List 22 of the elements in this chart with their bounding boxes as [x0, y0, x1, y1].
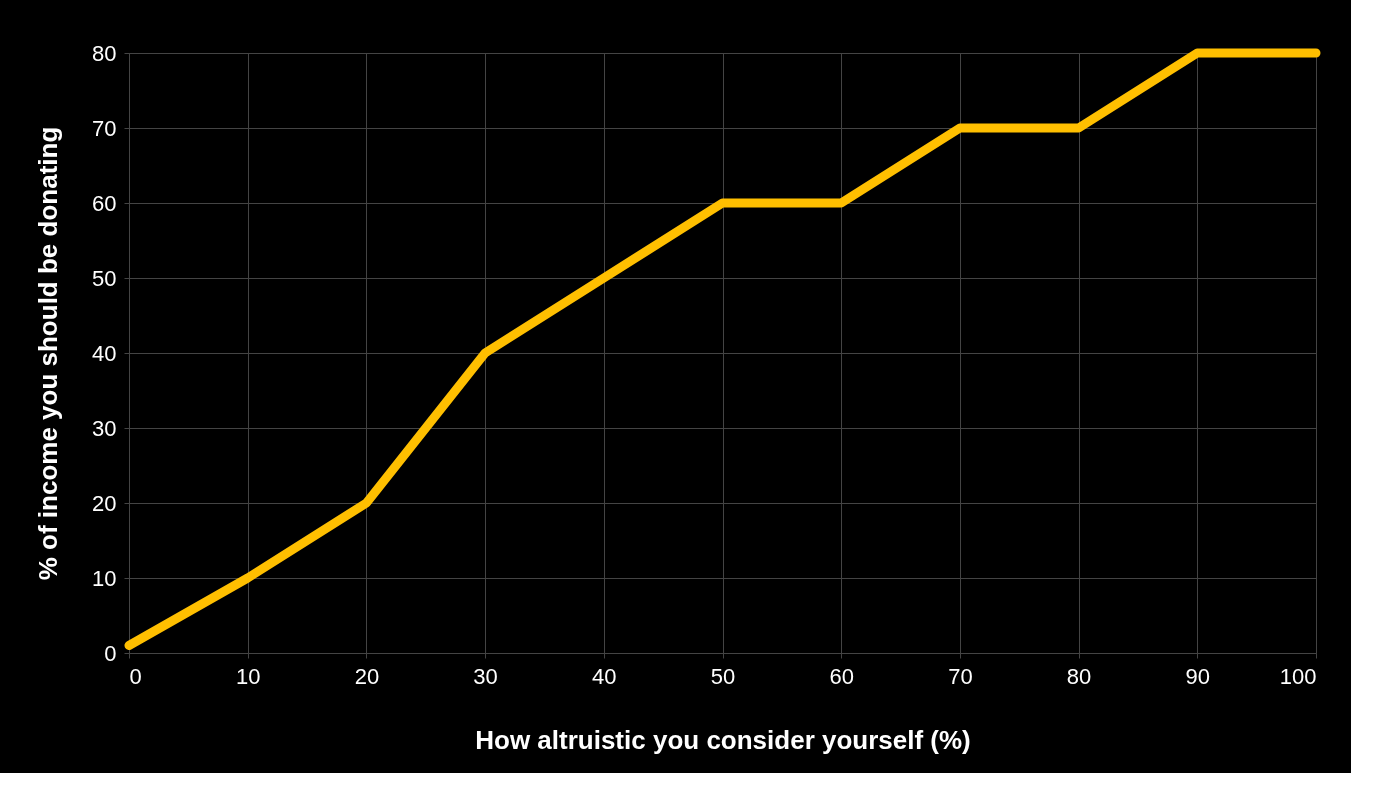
- x-tick-label: 50: [710, 663, 736, 689]
- x-tick-label: 0: [129, 663, 142, 689]
- x-tick-label: 80: [1066, 663, 1092, 689]
- x-tick-label: 100: [1279, 663, 1317, 689]
- y-axis-title: % of income you should be donating: [33, 126, 64, 581]
- y-tick-label: 40: [92, 340, 117, 366]
- y-tick-label: 70: [92, 115, 117, 141]
- x-tick-label: 90: [1185, 663, 1211, 689]
- y-tick-label: 10: [92, 565, 117, 591]
- x-tick-label: 30: [473, 663, 498, 689]
- y-tick-label: 80: [92, 40, 117, 66]
- y-tick-label: 20: [92, 490, 117, 516]
- x-tick-label: 10: [235, 663, 261, 689]
- y-tick-label: 60: [92, 190, 117, 216]
- y-tick-label: 0: [104, 640, 117, 666]
- y-tick-label: 50: [92, 265, 117, 291]
- x-tick-label: 20: [354, 663, 380, 689]
- x-tick-label: 70: [948, 663, 973, 689]
- x-axis-title: How altruistic you consider yourself (%): [475, 724, 971, 755]
- x-tick-label: 60: [829, 663, 854, 689]
- x-tick-label: 40: [592, 663, 617, 689]
- y-tick-label: 30: [92, 415, 117, 441]
